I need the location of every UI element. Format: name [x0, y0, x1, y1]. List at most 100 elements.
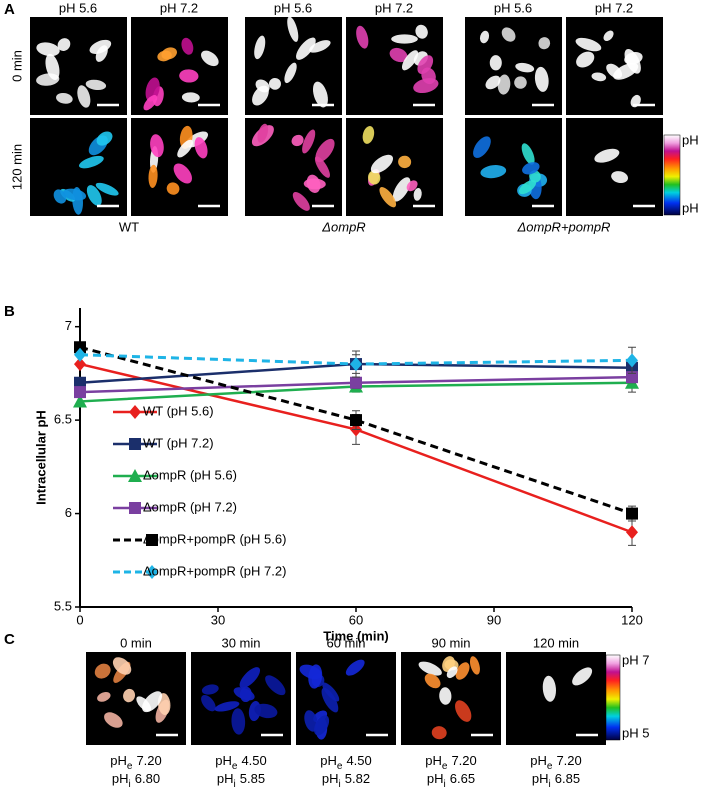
cell: [86, 185, 102, 206]
x-tick-label: 90: [487, 612, 501, 627]
cell: [36, 42, 60, 57]
cell: [606, 63, 623, 79]
cell: [123, 688, 136, 703]
row-label: 120 min: [9, 144, 24, 190]
cell: [542, 675, 557, 702]
x-tick-label: 30: [211, 612, 225, 627]
panel-letter: A: [4, 1, 15, 18]
ph-value: 5.85: [240, 771, 265, 786]
ph-prefix: pH: [112, 771, 129, 786]
cell: [391, 34, 418, 44]
ph-prefix: pH: [532, 771, 549, 786]
cell: [239, 667, 261, 689]
color-bar: [605, 654, 621, 741]
cell: [233, 687, 255, 701]
cell: [291, 134, 304, 147]
data-point: [626, 353, 638, 368]
cell: [268, 77, 281, 90]
ph-value: 7.20: [556, 753, 581, 768]
ph-subscript: i: [234, 779, 236, 790]
color-bar-label: pH 5: [682, 200, 701, 215]
cell: [572, 667, 593, 686]
cell: [299, 664, 322, 680]
cell: [406, 180, 418, 192]
ph-value: 7.20: [136, 753, 161, 768]
cell: [309, 40, 331, 53]
ph-prefix: pH: [322, 771, 339, 786]
legend-marker: [146, 534, 158, 546]
cell: [143, 95, 158, 111]
cell: [315, 138, 335, 163]
cell: [201, 684, 219, 695]
cell: [455, 662, 470, 680]
cell: [57, 38, 71, 52]
cell: [417, 55, 434, 75]
cell: [150, 134, 164, 158]
cell: [591, 72, 607, 82]
data-point: [74, 347, 86, 362]
cell: [265, 675, 286, 696]
cell: [518, 180, 537, 195]
column-label: pH 5.6: [59, 0, 97, 15]
cell: [379, 187, 397, 208]
color-bar: [663, 134, 681, 216]
ph-label: pHi 6.80: [112, 771, 160, 789]
column-label: pH 5.6: [494, 0, 532, 15]
legend-label: ΔompR+pompR (pH 7.2): [143, 563, 286, 578]
column-label: pH 7.2: [595, 0, 633, 15]
data-point: [74, 341, 86, 354]
ph-prefix: pH: [425, 753, 442, 768]
cell: [78, 155, 104, 169]
cell: [95, 182, 119, 196]
cell: [370, 154, 394, 174]
cell: [356, 25, 369, 49]
cell: [489, 55, 502, 71]
cell: [413, 187, 422, 201]
ph-label: pHe 7.20: [425, 753, 477, 771]
strain-label: WT: [119, 219, 139, 234]
data-point: [350, 414, 362, 427]
data-point: [74, 357, 86, 372]
micrograph: [30, 17, 127, 115]
ph-prefix: pH: [320, 753, 337, 768]
color-bar-label: pH 5: [622, 725, 649, 740]
cell: [552, 686, 573, 698]
cell: [201, 50, 219, 67]
cell: [214, 701, 240, 712]
cell: [455, 700, 472, 722]
ph-subscript: i: [129, 779, 131, 790]
cell: [303, 178, 326, 190]
cell: [254, 35, 266, 60]
color-bar-label: pH 7: [682, 132, 701, 147]
cell: [534, 66, 549, 92]
cell: [142, 691, 163, 713]
ph-label: pHe 4.50: [215, 753, 267, 771]
cell: [362, 125, 375, 144]
cell: [322, 682, 340, 702]
x-tick-label: 60: [349, 612, 363, 627]
cell: [95, 45, 108, 62]
cell: [415, 24, 428, 39]
x-axis-title: Time (min): [323, 628, 389, 643]
cell: [575, 37, 602, 52]
cell: [424, 673, 441, 689]
frame-time: 90 min: [431, 635, 470, 650]
cell: [194, 137, 208, 159]
ph-label: pHe 7.20: [110, 753, 162, 771]
legend-label: ΔompR (pH 7.2): [143, 499, 237, 514]
column-label: pH 5.6: [274, 0, 312, 15]
ph-subscript: e: [337, 761, 343, 772]
cell: [345, 659, 365, 676]
cell: [177, 139, 193, 158]
cell: [538, 37, 551, 50]
cell: [296, 37, 316, 60]
cell: [179, 69, 199, 83]
column-label: pH 7.2: [160, 0, 198, 15]
ph-value: 6.80: [135, 771, 160, 786]
legend-label: WT (pH 5.6): [143, 403, 214, 418]
data-point: [350, 357, 362, 372]
row-label: 0 min: [9, 50, 24, 82]
ph-subscript: i: [339, 779, 341, 790]
cell: [312, 81, 328, 108]
